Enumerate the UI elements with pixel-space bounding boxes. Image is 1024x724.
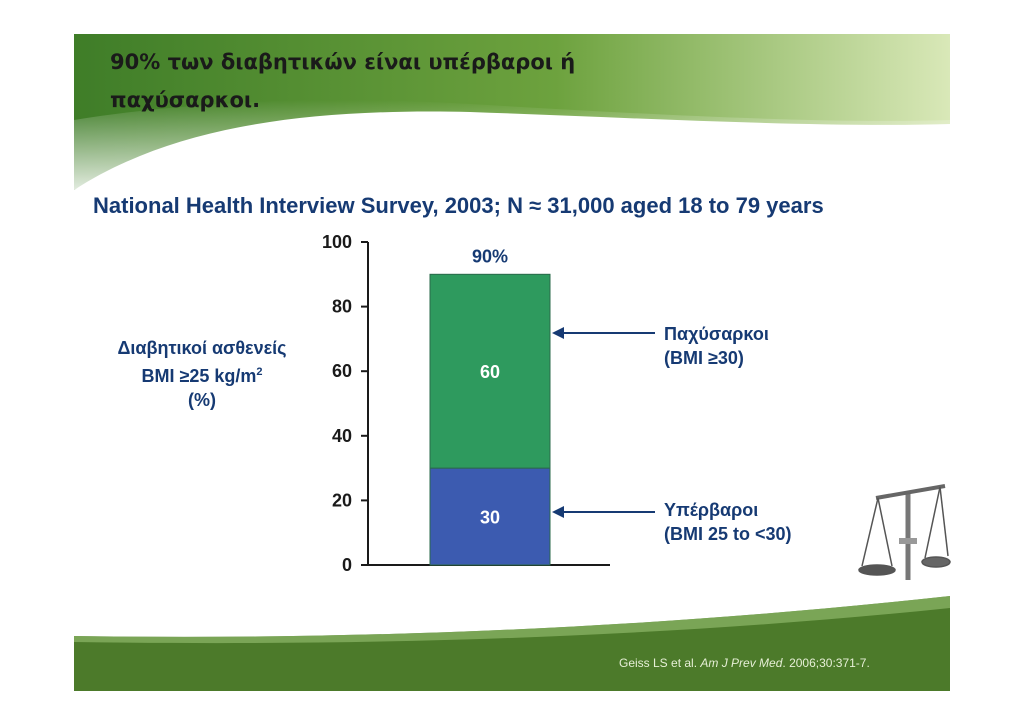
citation-authors: Geiss LS et al.	[619, 656, 701, 670]
annotation-obese-line-2: (BMI ≥30)	[664, 348, 744, 368]
y-axis-label: Διαβητικοί ασθενείς BMI ≥25 kg/m2 (%)	[82, 336, 322, 412]
citation-rest: . 2006;30:371-7.	[782, 656, 870, 670]
bar-total-label: 90%	[472, 246, 508, 266]
y-axis-label-bmi: BMI ≥25 kg/m	[141, 366, 257, 386]
y-tick-label: 100	[322, 232, 352, 252]
slide-title-line-1: 90% των διαβητικών είναι υπέρβαροι ή	[110, 50, 576, 74]
scale-icon	[858, 484, 951, 580]
y-axis-label-line-1: Διαβητικοί ασθενείς	[117, 338, 287, 358]
arrow-overweight-head	[552, 506, 564, 518]
y-axis-label-line-2: BMI ≥25 kg/m2	[82, 360, 322, 388]
y-tick-label: 80	[332, 297, 352, 317]
chart-subtitle: National Health Interview Survey, 2003; …	[93, 193, 824, 218]
bar-segment-overweight	[429, 467, 551, 566]
citation-journal: Am J Prev Med	[700, 656, 783, 670]
bar-data-label: 30	[480, 508, 500, 528]
annotation-obese: Παχύσαρκοι (BMI ≥30)	[664, 322, 769, 370]
bar-segment-obese	[429, 273, 551, 469]
annotation-obese-line-1: Παχύσαρκοι	[664, 324, 769, 344]
y-axis-label-exponent: 2	[256, 366, 263, 378]
annotation-overweight-line-2: (BMI 25 to <30)	[664, 524, 792, 544]
y-axis-label-line-3: (%)	[188, 390, 216, 410]
y-tick-label: 60	[332, 361, 352, 381]
y-tick-label: 40	[332, 426, 352, 446]
citation: Geiss LS et al. Am J Prev Med. 2006;30:3…	[619, 656, 870, 670]
y-tick-label: 20	[332, 490, 352, 510]
footer-highlight	[74, 596, 950, 644]
y-tick-label: 0	[342, 555, 352, 575]
slide-title-line-2: παχύσαρκοι.	[110, 88, 261, 112]
annotation-overweight: Υπέρβαροι (BMI 25 to <30)	[664, 498, 792, 546]
bar-data-label: 60	[480, 362, 500, 382]
stacked-bar-chart: 0 20 40 60 80 100 30 60 90%	[322, 232, 655, 575]
header-highlight	[74, 100, 950, 190]
annotation-overweight-line-1: Υπέρβαροι	[664, 500, 759, 520]
arrow-obese-head	[552, 327, 564, 339]
